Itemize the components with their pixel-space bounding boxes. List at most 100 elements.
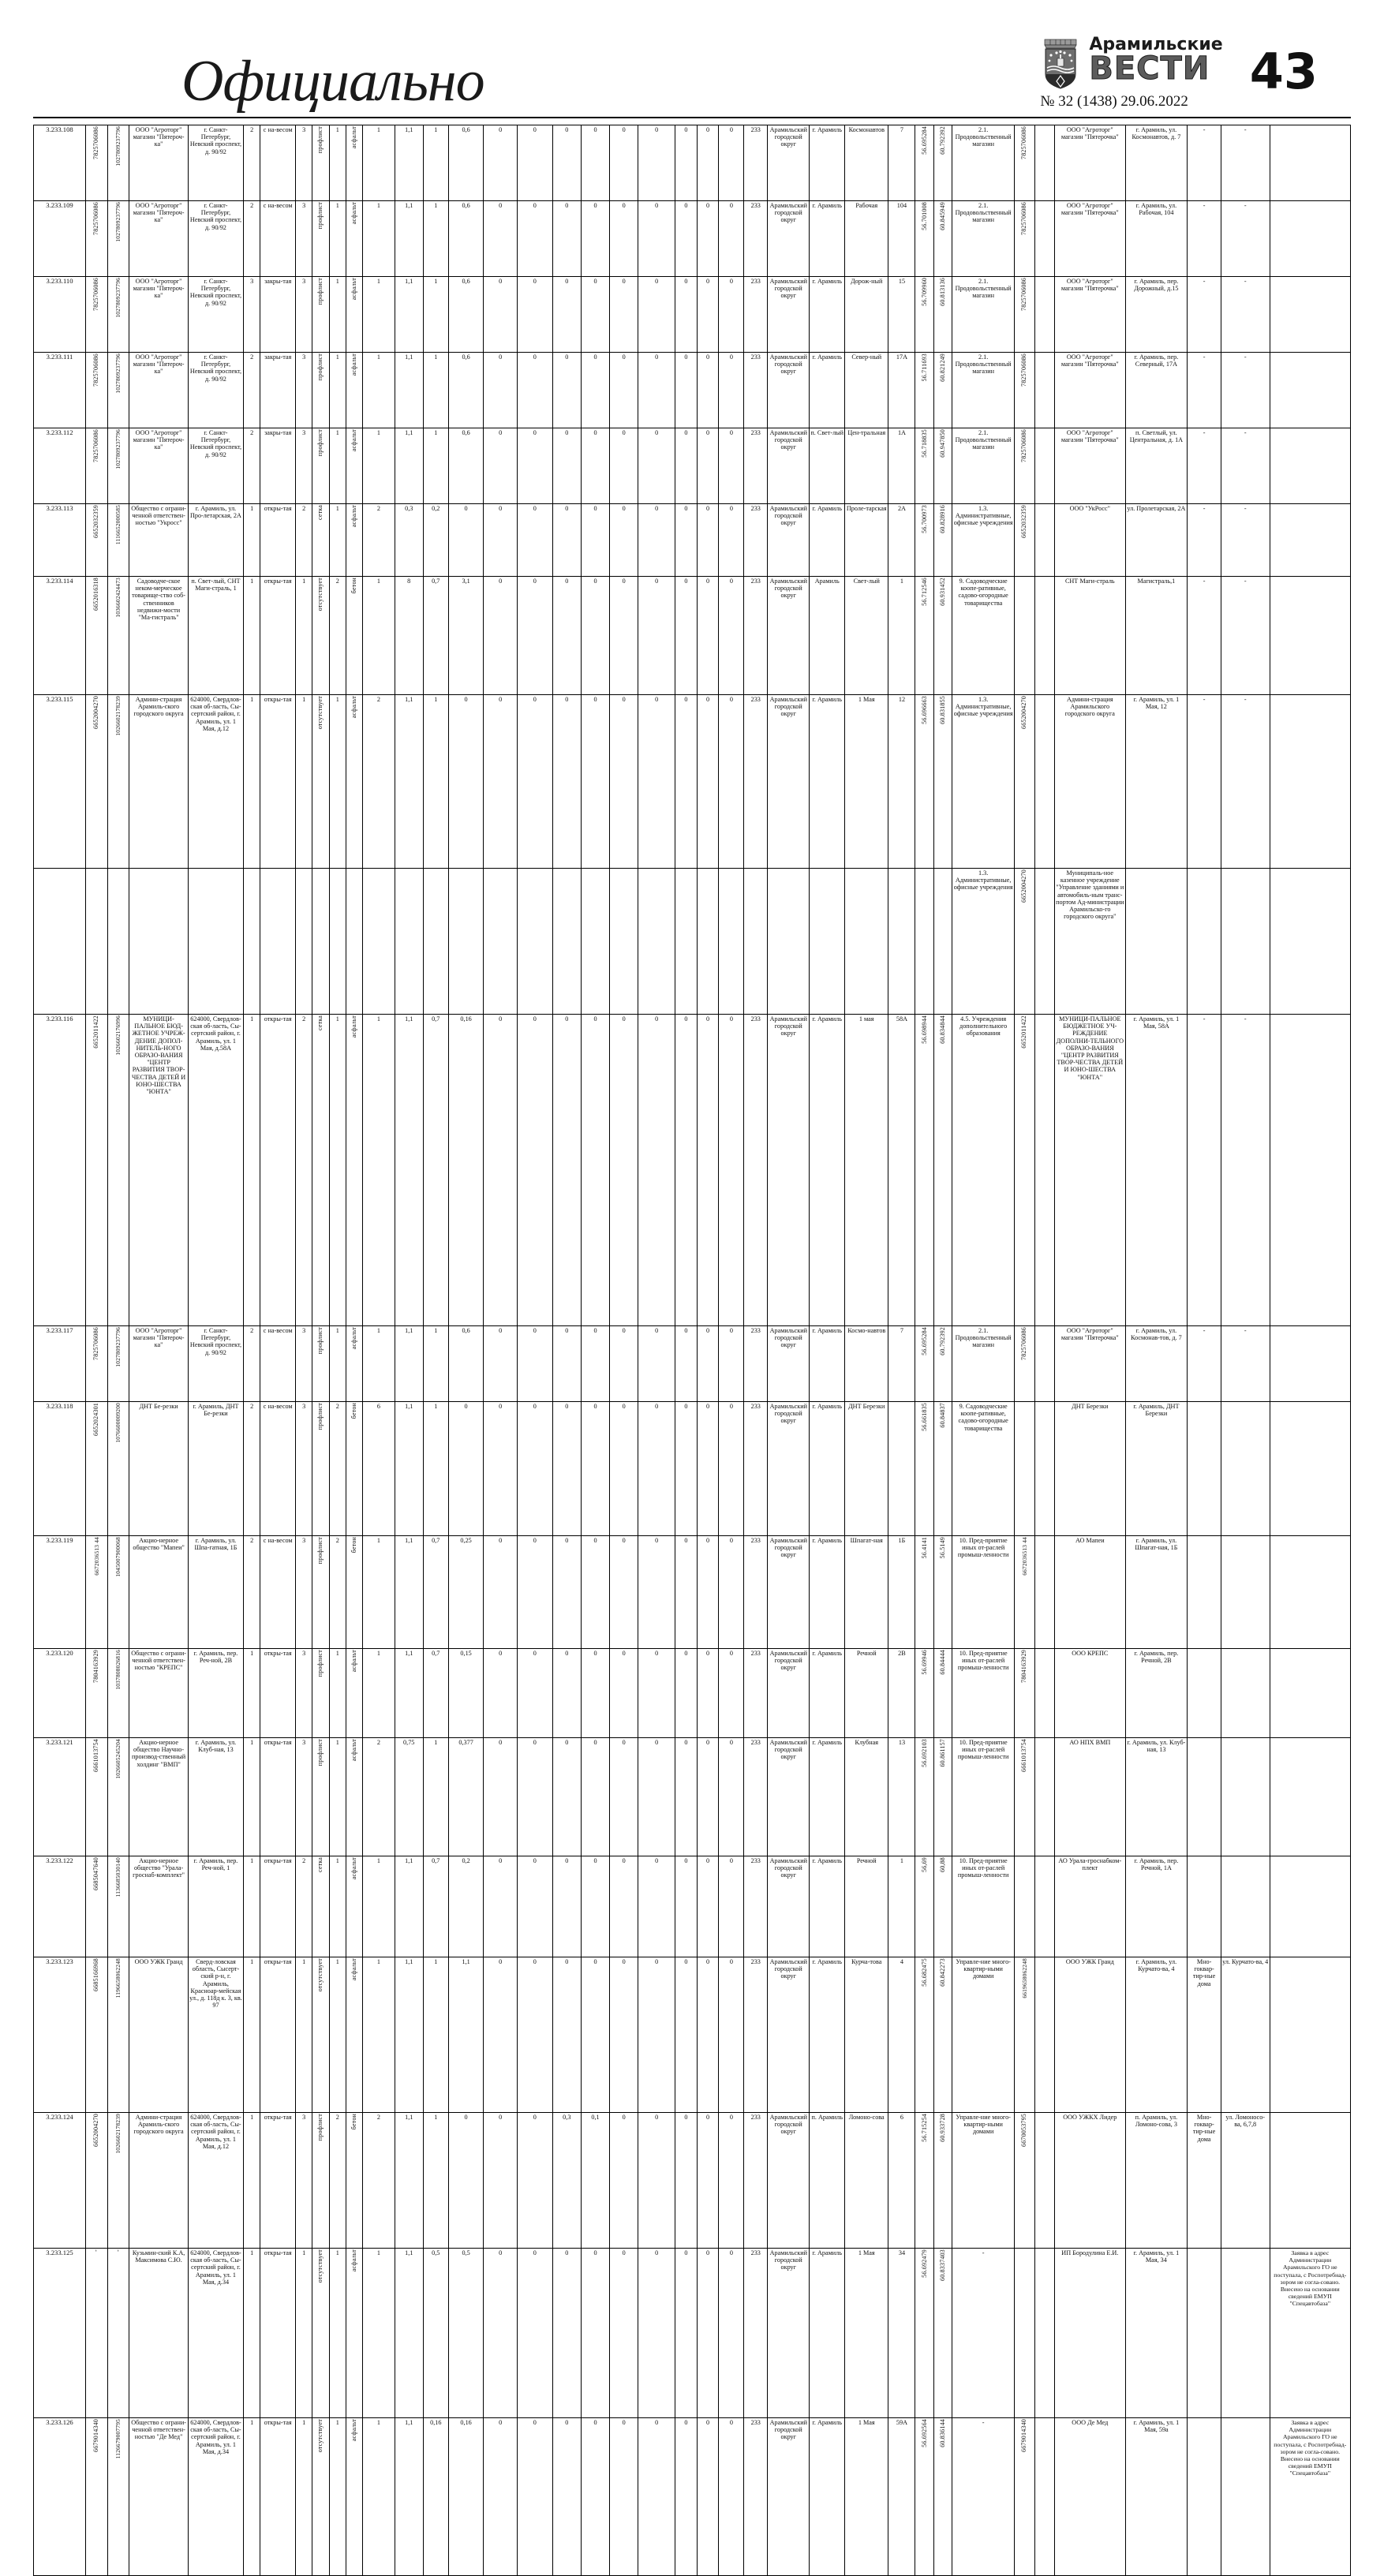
- cell-owner-ogrn: 1076600009200: [107, 1401, 130, 1536]
- cell-zero-1: 0: [483, 428, 518, 504]
- cell-zero-8: 0: [696, 125, 720, 201]
- cell-count-2: 3: [295, 276, 313, 353]
- cell-count-4: 1: [362, 576, 395, 695]
- cell-region-code: 233: [743, 2417, 769, 2576]
- cell-zero-2: 0: [517, 2417, 553, 2576]
- cell-owner-name: Садоводче-ское неком-мерческое товарище-…: [129, 576, 189, 695]
- table-row: 3.233.123 6685166968 1196658062248 ООО УЖК …: [33, 1957, 1352, 2113]
- cell-street: Космо-навтов: [844, 1325, 889, 1402]
- cell-object-address: -: [1220, 694, 1270, 869]
- cell-owner-address: г. Арамиль, пер. Реч-ной, 2В: [187, 1648, 245, 1738]
- cell-zero-7: 0: [675, 276, 698, 353]
- cell-value-2: 0,7: [422, 1856, 449, 1957]
- brand-name-line2: ВЕСТИ: [1089, 50, 1210, 87]
- cell-count-2: 1: [295, 1957, 313, 2113]
- cell-purpose: 10. Пред-приятие иных от-раслей промыш-л…: [952, 1737, 1016, 1856]
- cell-count-1: 2: [243, 352, 261, 428]
- cell-latitude: 56.692479: [915, 2248, 934, 2418]
- cell-longitude: 60.792392: [933, 125, 953, 201]
- cell-owner-ogrn: 1196658062248: [107, 1957, 130, 2113]
- cell-zero-2: 0: [517, 2112, 553, 2249]
- cell-zero-1: 0: [483, 2112, 518, 2249]
- cell-latitude: 56,69: [915, 1856, 934, 1957]
- cell-count-1: 1: [243, 1737, 261, 1856]
- cell-operator-address: г. Арамиль, ул. Шпагат-ная, 1Б: [1124, 1535, 1188, 1649]
- cell-zero-5: 0: [609, 428, 639, 504]
- cell-fence-material-text: сетка: [316, 505, 324, 521]
- cell-fence-material-text: сетка: [316, 1015, 324, 1031]
- cell-fence-material: отсутствует: [312, 694, 330, 869]
- cell-value-1: 1,1: [394, 428, 424, 504]
- cell-surface-material: асфальт: [345, 2417, 364, 2576]
- cell-site-type: с на-весом: [260, 200, 297, 277]
- cell-purpose: 9. Садоводческие коопе-ративные, садово-…: [952, 576, 1016, 695]
- cell-operator-ogrn: [1034, 1856, 1056, 1957]
- cell-zero-8: [696, 868, 720, 1015]
- cell-owner-inn: 6685047640: [84, 1856, 108, 1957]
- cell-remark: [1269, 276, 1352, 353]
- cell-zero-2: [517, 868, 553, 1015]
- cell-count-2: 3: [295, 1401, 313, 1536]
- cell-site-type: с на-весом: [260, 1535, 297, 1649]
- cell-zero-7: 0: [675, 1014, 698, 1326]
- cell-region-code: 233: [743, 694, 769, 869]
- cell-fence-material: профлист: [312, 276, 330, 353]
- cell-owner-inn-text: 6661013754: [92, 1739, 100, 1772]
- cell-operator-inn: 6652004270: [1014, 694, 1035, 869]
- cell-street: Клубная: [844, 1737, 889, 1856]
- cell-zero-7: 0: [675, 2248, 698, 2418]
- cell-owner-ogrn: 1026602178239: [107, 2112, 130, 2249]
- table-row: 1.3. Административные, офисные учреждени…: [33, 868, 1352, 1015]
- cell-owner-name: Кузьмин-ский К.А, Максимова С.Ю.: [129, 2248, 189, 2418]
- cell-latitude-text: 56.695284: [920, 126, 928, 155]
- cell-zero-5: 0: [609, 352, 639, 428]
- cell-house: [888, 868, 916, 1015]
- cell-street: Дорож-ный: [844, 276, 889, 353]
- cell-zero-2: 0: [517, 428, 553, 504]
- cell-count-3: 1: [328, 1325, 346, 1402]
- cell-site-type: откры-тая: [260, 576, 297, 695]
- cell-purpose: 2.1. Продовольственный магазин: [952, 200, 1016, 277]
- cell-value-1: 1,1: [394, 2112, 424, 2249]
- cell-city: г. Арамиль: [809, 1325, 846, 1402]
- cell-zero-5: 0: [609, 2248, 639, 2418]
- cell-object-address: -: [1220, 200, 1270, 277]
- cell-district: Арамильский городской округ: [767, 1535, 810, 1649]
- cell-zero-6: 0: [638, 200, 676, 277]
- cell-remark: [1269, 125, 1352, 201]
- cell-record-id: 3.233.111: [33, 352, 86, 428]
- cell-owner-ogrn-text: 1027809237796: [114, 202, 122, 242]
- cell-value-2: 0,5: [422, 2248, 449, 2418]
- cell-house: 7: [888, 125, 916, 201]
- cell-region-code: 233: [743, 352, 769, 428]
- cell-value-1: 1,1: [394, 1957, 424, 2113]
- cell-object-type: -: [1187, 1014, 1221, 1326]
- cell-zero-3: 0: [552, 200, 582, 277]
- cell-count-4: 1: [362, 1957, 395, 2113]
- cell-zero-8: 0: [696, 694, 720, 869]
- cell-object-address: [1220, 1737, 1270, 1856]
- cell-zero-3: 0: [552, 1737, 582, 1856]
- cell-site-type: закры-тая: [260, 352, 297, 428]
- cell-owner-ogrn: 1027809237796: [107, 428, 130, 504]
- cell-fence-material: [312, 868, 330, 1015]
- cell-operator-name: ИП Бородулина Е.И.: [1054, 2248, 1126, 2418]
- cell-house: 59А: [888, 2417, 916, 2576]
- cell-region-code: 233: [743, 1535, 769, 1649]
- cell-longitude: 60.845949: [933, 200, 953, 277]
- cell-fence-material: сетка: [312, 1014, 330, 1326]
- cell-value-1: 1,1: [394, 200, 424, 277]
- cell-remark: [1269, 1401, 1352, 1536]
- cell-count-2: 1: [295, 2417, 313, 2576]
- cell-house: 104: [888, 200, 916, 277]
- cell-remark: [1269, 1535, 1352, 1649]
- cell-remark: [1269, 1325, 1352, 1402]
- cell-operator-name: ООО "Агроторг" магазин "Пятерочка": [1054, 428, 1126, 504]
- cell-latitude: 56.711693: [915, 352, 934, 428]
- cell-zero-3: 0: [552, 1648, 582, 1738]
- registry-table: 3.233.108 7825706086 1027809237796 ООО "Агр…: [33, 125, 1352, 2576]
- cell-operator-inn: 7804163929: [1014, 1648, 1035, 1738]
- cell-zero-9: 0: [718, 2248, 745, 2418]
- cell-zero-3: 0: [552, 352, 582, 428]
- cell-count-2: 1: [295, 576, 313, 695]
